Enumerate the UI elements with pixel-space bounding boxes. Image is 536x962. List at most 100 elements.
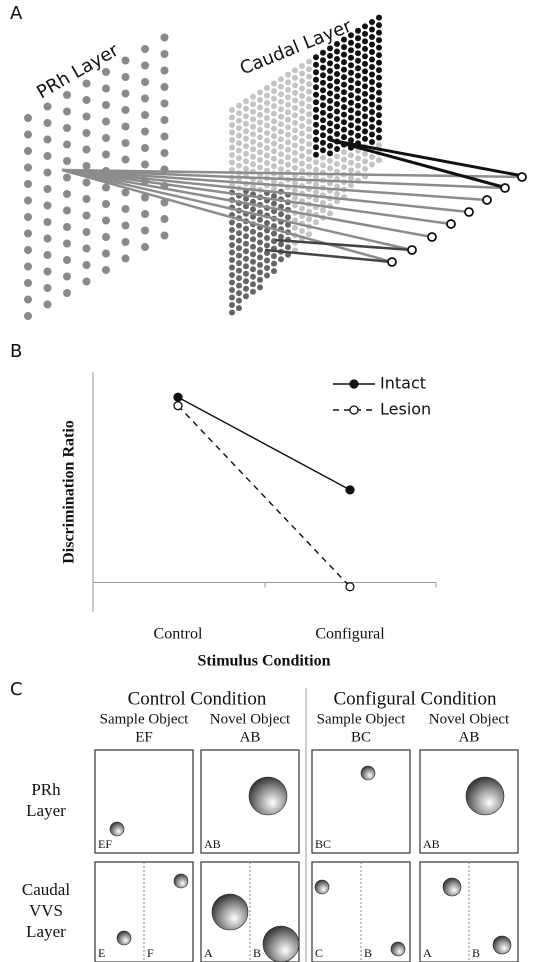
prh-unit — [83, 261, 91, 269]
caudal-unit — [320, 65, 326, 71]
caudal-unit — [278, 256, 284, 262]
output-unit — [501, 184, 509, 192]
output-unit — [465, 208, 473, 216]
caudal-unit — [334, 64, 340, 70]
caudal-unit — [299, 78, 305, 84]
prh-unit — [122, 73, 130, 81]
caudal-unit — [257, 89, 263, 95]
caudal-unit — [236, 305, 242, 311]
caudal-unit — [250, 101, 256, 107]
caudal-unit — [271, 268, 277, 274]
prh-unit — [122, 156, 130, 164]
caudal-unit — [355, 43, 361, 49]
caudal-unit — [236, 118, 242, 124]
caudal-unit — [236, 253, 242, 259]
caudal-unit — [285, 154, 291, 160]
caudal-unit — [264, 153, 270, 159]
caudal-unit — [320, 95, 326, 101]
prh-unit — [44, 152, 52, 160]
caudal-unit — [285, 102, 291, 108]
caudal-unit — [306, 141, 312, 147]
caudal-unit — [355, 80, 361, 86]
caudal-unit — [257, 97, 263, 103]
caudal-unit — [250, 161, 256, 167]
caudal-unit — [292, 112, 298, 118]
legend-label: Lesion — [380, 400, 431, 419]
row-label: Caudal — [22, 880, 70, 899]
cell-label: B — [472, 946, 480, 960]
caudal-unit — [299, 86, 305, 92]
caudal-unit — [320, 132, 326, 138]
caudal-unit — [369, 102, 375, 108]
caudal-unit — [341, 59, 347, 65]
caudal-unit — [313, 144, 319, 150]
activation-blob — [110, 822, 124, 836]
caudal-unit — [271, 156, 277, 162]
activation-blob — [391, 942, 405, 956]
caudal-unit — [334, 79, 340, 85]
caudal-unit — [229, 295, 235, 301]
caudal-unit — [250, 251, 256, 257]
caudal-unit — [327, 150, 333, 156]
caudal-unit — [355, 95, 361, 101]
caudal-unit — [285, 214, 291, 220]
caudal-unit — [306, 96, 312, 102]
caudal-unit — [229, 280, 235, 286]
caudal-unit — [271, 163, 277, 169]
caudal-unit — [355, 118, 361, 124]
caudal-unit — [236, 223, 242, 229]
caudal-unit — [292, 142, 298, 148]
column-code: BC — [351, 729, 371, 745]
caudal-unit — [243, 233, 249, 239]
prh-unit — [122, 205, 130, 213]
caudal-unit — [306, 119, 312, 125]
caudal-unit — [369, 64, 375, 70]
prh-unit — [24, 164, 32, 172]
caudal-unit — [292, 90, 298, 96]
caudal-unit — [355, 35, 361, 41]
caudal-unit — [236, 290, 242, 296]
caudal-unit — [250, 94, 256, 100]
caudal-unit — [264, 138, 270, 144]
caudal-unit — [320, 102, 326, 108]
caudal-unit — [334, 49, 340, 55]
caudal-unit — [355, 133, 361, 139]
caudal-unit — [327, 98, 333, 104]
caudal-unit — [369, 162, 375, 168]
caudal-unit — [376, 52, 382, 58]
caudal-unit — [264, 93, 270, 99]
legend-marker — [350, 406, 358, 414]
caudal-unit — [306, 89, 312, 95]
prh-unit — [83, 179, 91, 187]
caudal-unit — [236, 103, 242, 109]
caudal-unit — [334, 109, 340, 115]
cell-label: F — [147, 946, 154, 960]
caudal-unit — [264, 160, 270, 166]
caudal-unit — [285, 162, 291, 168]
caudal-unit — [292, 195, 298, 201]
caudal-unit — [271, 126, 277, 132]
cell-label: B — [253, 946, 261, 960]
caudal-unit — [278, 99, 284, 105]
cell-label: EF — [98, 837, 112, 851]
caudal-unit — [348, 92, 354, 98]
caudal-unit — [355, 125, 361, 131]
caudal-unit — [334, 94, 340, 100]
caudal-unit — [306, 111, 312, 117]
prh-unit — [102, 68, 110, 76]
caudal-unit — [292, 97, 298, 103]
caudal-unit — [348, 122, 354, 128]
caudal-unit — [348, 107, 354, 113]
condition-title: Configural Condition — [333, 688, 497, 709]
caudal-unit — [229, 250, 235, 256]
caudal-unit — [348, 55, 354, 61]
caudal-unit — [313, 54, 319, 60]
caudal-unit — [257, 157, 263, 163]
data-point — [346, 486, 354, 494]
prh-unit — [122, 57, 130, 65]
caudal-unit — [362, 151, 368, 157]
caudal-unit — [257, 217, 263, 223]
column-role: Sample Object — [317, 711, 407, 727]
prh-unit — [161, 215, 169, 223]
caudal-unit — [334, 101, 340, 107]
